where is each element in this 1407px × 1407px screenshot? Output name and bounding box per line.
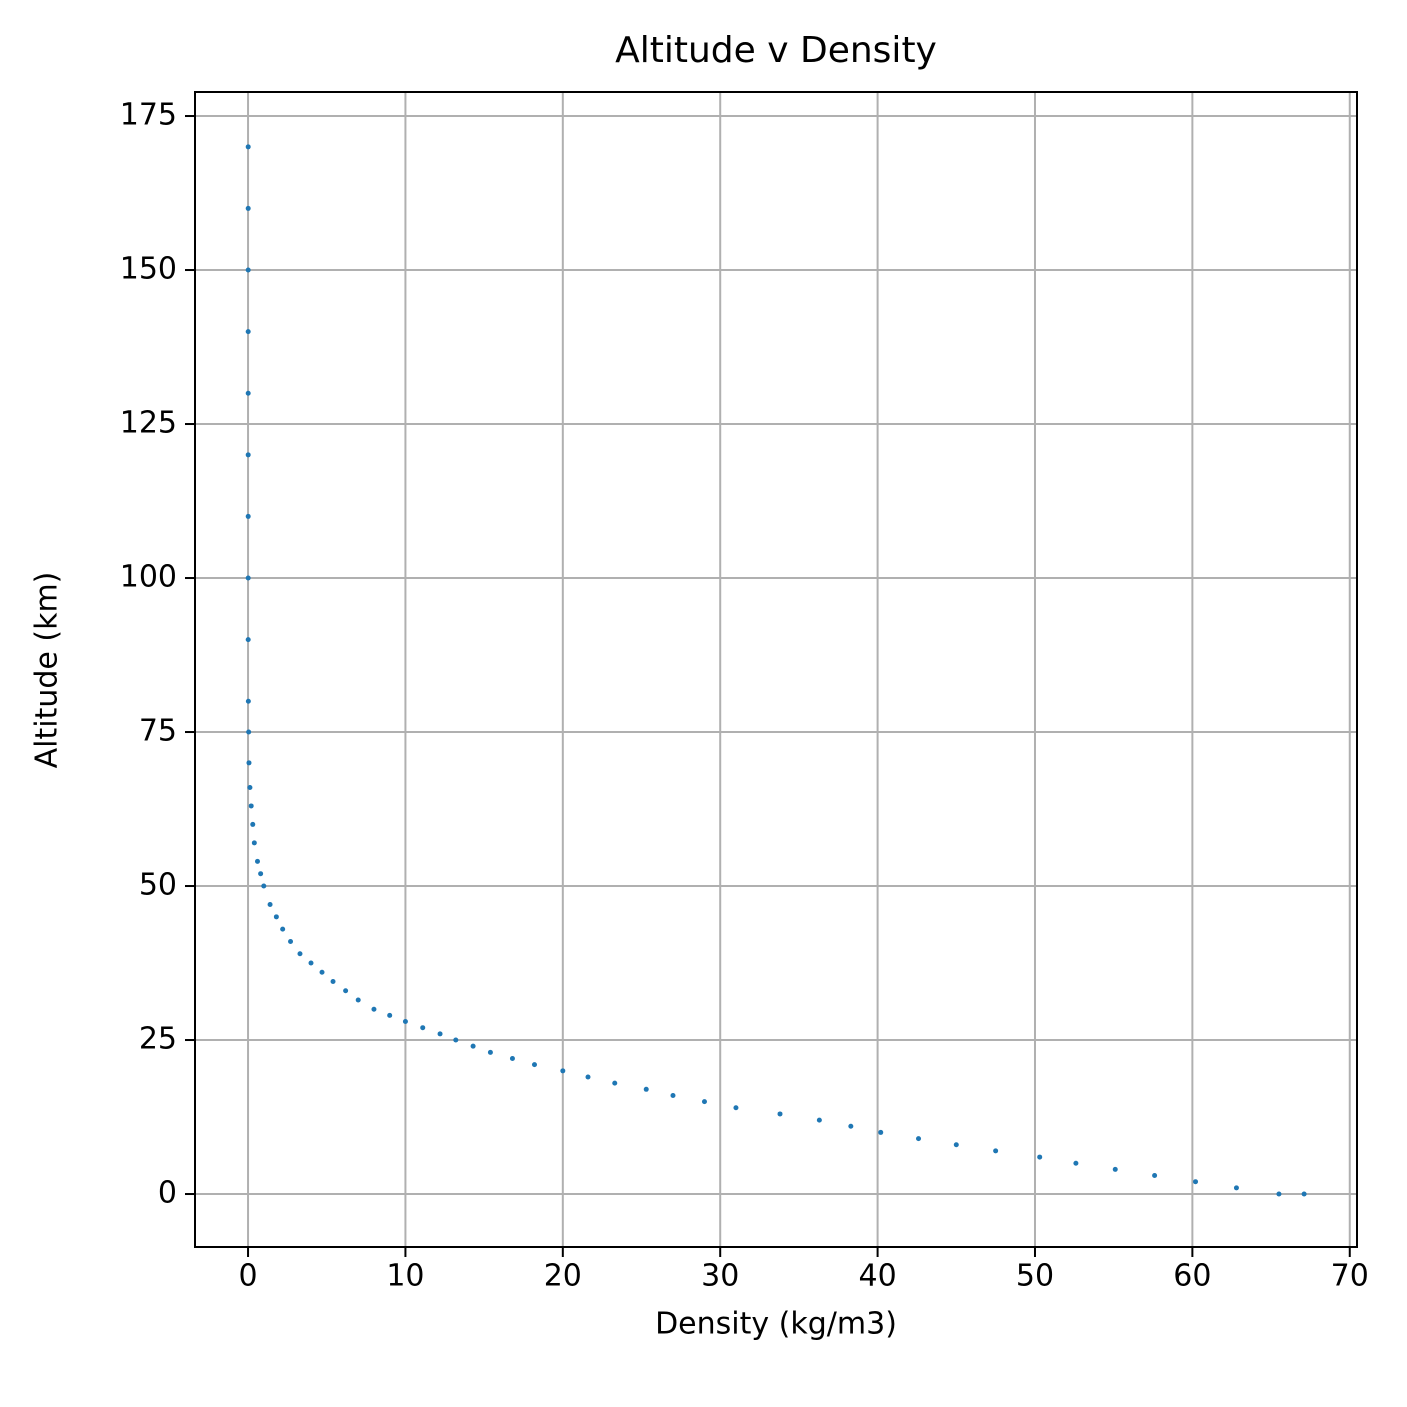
point <box>297 951 303 957</box>
y-tick-label: 50 <box>139 868 177 903</box>
point <box>245 575 251 581</box>
point <box>701 1099 707 1105</box>
point <box>878 1129 884 1135</box>
point <box>816 1117 822 1123</box>
point <box>670 1092 676 1098</box>
point <box>470 1043 476 1049</box>
point <box>1193 1179 1199 1185</box>
y-tick-label: 75 <box>139 714 177 749</box>
point <box>280 926 286 932</box>
point <box>251 840 257 846</box>
point <box>245 205 251 211</box>
point <box>308 960 314 966</box>
point <box>585 1074 591 1080</box>
point <box>245 267 251 273</box>
point <box>248 803 254 809</box>
x-tick-label: 70 <box>1331 1259 1369 1294</box>
chart-title: Altitude v Density <box>615 30 937 71</box>
point <box>258 871 264 877</box>
x-tick-label: 10 <box>386 1259 424 1294</box>
point <box>245 144 251 150</box>
point <box>246 729 252 735</box>
point <box>509 1056 515 1062</box>
point <box>953 1142 959 1148</box>
x-tick-label: 0 <box>238 1259 257 1294</box>
point <box>1233 1185 1239 1191</box>
y-tick-label: 0 <box>158 1176 177 1211</box>
point <box>254 858 260 864</box>
point <box>1301 1191 1307 1197</box>
point <box>319 969 325 975</box>
plot-frame <box>194 91 1358 1248</box>
point <box>1073 1160 1079 1166</box>
point <box>531 1062 537 1068</box>
point <box>1037 1154 1043 1160</box>
point <box>643 1086 649 1092</box>
point <box>247 784 253 790</box>
point <box>437 1031 443 1037</box>
point <box>733 1105 739 1111</box>
point <box>993 1148 999 1154</box>
point <box>453 1037 459 1043</box>
point <box>246 760 252 766</box>
point <box>261 883 267 889</box>
point <box>387 1012 393 1018</box>
point <box>402 1019 408 1025</box>
point <box>267 902 273 908</box>
point <box>848 1123 854 1129</box>
point <box>245 637 251 643</box>
point <box>777 1111 783 1117</box>
point <box>1112 1166 1118 1172</box>
y-tick-label: 150 <box>120 252 177 287</box>
y-tick-label: 100 <box>120 560 177 595</box>
y-axis-label: Altitude (km) <box>30 572 65 769</box>
point <box>1152 1173 1158 1179</box>
x-tick-label: 40 <box>859 1259 897 1294</box>
y-tick-label: 25 <box>139 1022 177 1057</box>
point <box>343 988 349 994</box>
point <box>250 821 256 827</box>
point <box>288 938 294 944</box>
point <box>245 513 251 519</box>
point <box>1276 1191 1282 1197</box>
point <box>916 1136 922 1142</box>
point <box>371 1006 377 1012</box>
y-tick-label: 125 <box>120 406 177 441</box>
point <box>420 1025 426 1031</box>
x-axis-label: Density (kg/m3) <box>655 1307 897 1342</box>
point <box>245 329 251 335</box>
point <box>355 997 361 1003</box>
point <box>560 1068 566 1074</box>
point <box>487 1049 493 1055</box>
point <box>245 698 251 704</box>
point <box>273 914 279 920</box>
x-tick-label: 60 <box>1173 1259 1211 1294</box>
point <box>245 452 251 458</box>
x-tick-label: 50 <box>1016 1259 1054 1294</box>
point <box>330 979 336 985</box>
point <box>612 1080 618 1086</box>
point <box>245 390 251 396</box>
y-tick-label: 175 <box>120 98 177 133</box>
x-tick-label: 20 <box>544 1259 582 1294</box>
x-tick-label: 30 <box>701 1259 739 1294</box>
